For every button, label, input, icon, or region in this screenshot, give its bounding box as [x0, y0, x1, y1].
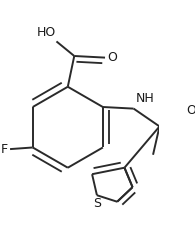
- Text: HO: HO: [37, 26, 57, 39]
- Text: S: S: [93, 197, 101, 210]
- Text: F: F: [1, 143, 8, 155]
- Text: O: O: [107, 51, 117, 64]
- Text: O: O: [186, 104, 195, 117]
- Text: NH: NH: [136, 92, 155, 105]
